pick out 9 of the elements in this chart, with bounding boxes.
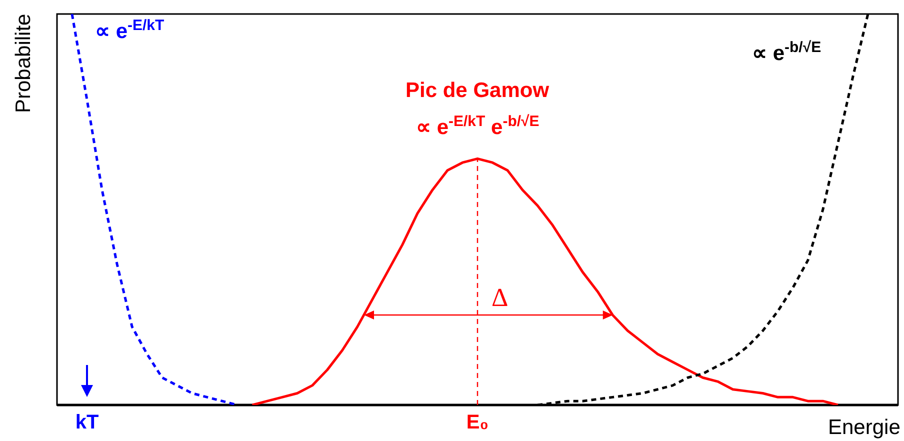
annotation: ∝ e$^{-E/kT}$ (95, 17, 164, 43)
annotation: ∝ e$^{-b/√E}$ (752, 39, 822, 65)
x-tick-label: kT (75, 412, 99, 434)
annotation: Δ (492, 283, 508, 312)
annotation: Pic de Gamow (406, 79, 550, 102)
x-tick-label: E₀ (466, 412, 489, 434)
y-axis-title: Probabilite (12, 14, 35, 113)
x-axis-title: Energie (828, 416, 900, 439)
annotation: ∝ e$^{-E/kT}$ e$^{-b/√E}$ (416, 113, 540, 139)
